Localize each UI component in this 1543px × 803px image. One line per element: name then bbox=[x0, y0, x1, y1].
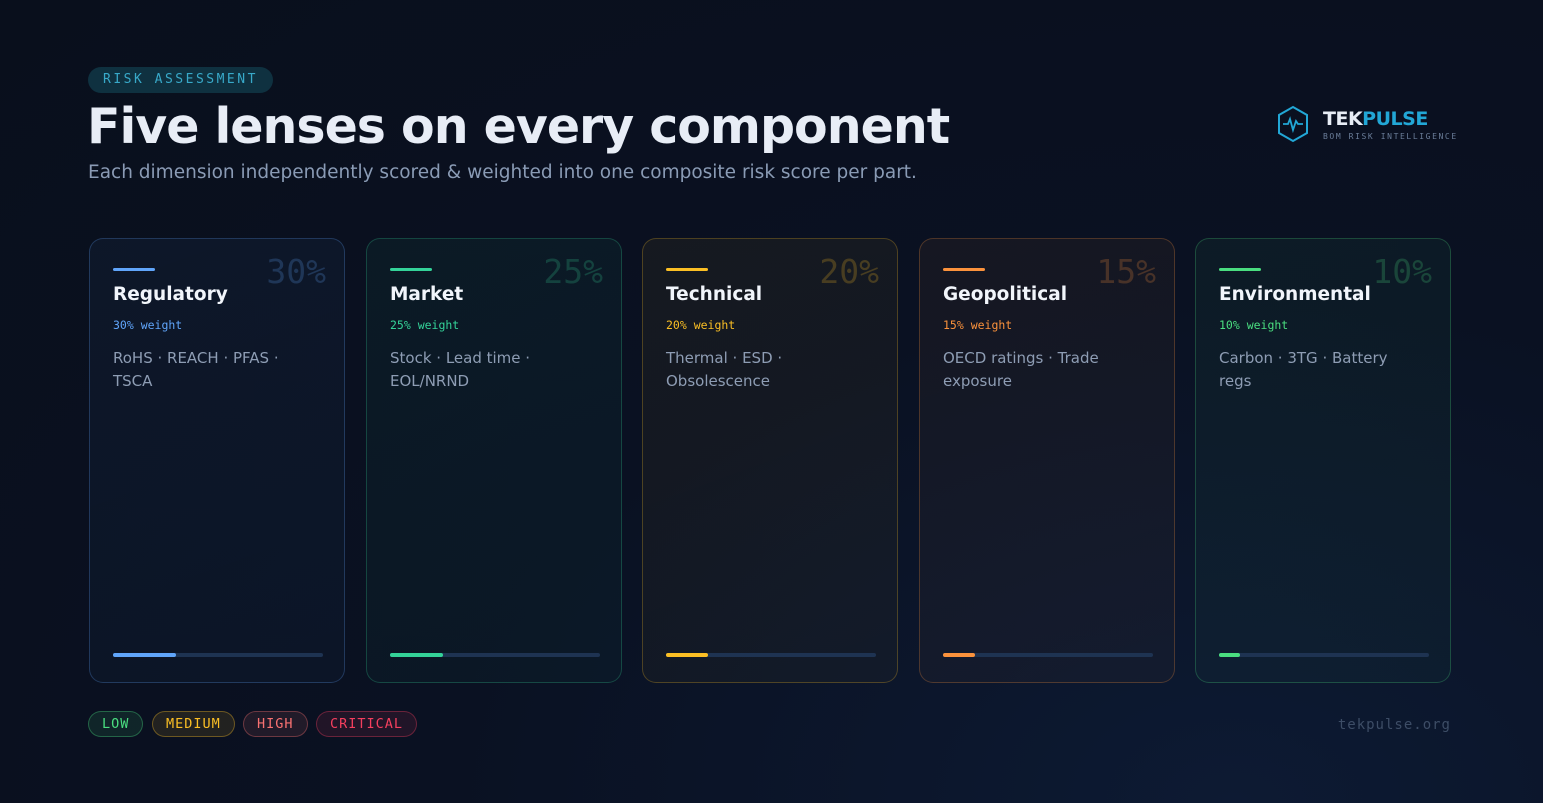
card-title: Market bbox=[390, 284, 464, 305]
subtitle: Each dimension independently scored & we… bbox=[88, 162, 917, 183]
card-weight: 30% bbox=[266, 252, 326, 291]
card: 25% Market 25% weight Stock · Lead time · E… bbox=[366, 238, 622, 683]
legend-pill: CRITICAL bbox=[316, 711, 418, 737]
card-accent bbox=[943, 268, 985, 271]
weight-track bbox=[666, 653, 876, 657]
weight-bar bbox=[666, 653, 708, 657]
legend-pill: MEDIUM bbox=[152, 711, 235, 737]
weight-track bbox=[1219, 653, 1429, 657]
title: Five lenses on every component bbox=[87, 98, 950, 155]
card-weight: 20% bbox=[819, 252, 879, 291]
card-caption: 15% weight bbox=[943, 318, 1013, 332]
weight-bar bbox=[390, 653, 443, 657]
card-caption: 30% weight bbox=[113, 318, 183, 332]
card-accent bbox=[666, 268, 708, 271]
weight-bar bbox=[1219, 653, 1240, 657]
card-accent bbox=[113, 268, 155, 271]
weight-bar bbox=[943, 653, 975, 657]
card: 15% Geopolitical 15% weight OECD ratings · … bbox=[919, 238, 1175, 683]
card: 30% Regulatory 30% weight RoHS · REACH · PF… bbox=[89, 238, 345, 683]
footer-site: tekpulse.org bbox=[1337, 717, 1451, 733]
card-title: Regulatory bbox=[113, 284, 228, 305]
weight-track bbox=[943, 653, 1153, 657]
card-accent bbox=[390, 268, 432, 271]
card-accent bbox=[1219, 268, 1261, 271]
card-caption: 25% weight bbox=[390, 318, 460, 332]
weight-bar bbox=[113, 653, 176, 657]
card-description: RoHS · REACH · PFAS · TSCA bbox=[113, 349, 279, 390]
brand-name: TEK bbox=[1323, 108, 1363, 130]
card-title: Environmental bbox=[1219, 284, 1371, 305]
card-title: Technical bbox=[666, 284, 763, 305]
card: 10% Environmental 10% weight Carbon · 3TG ·… bbox=[1195, 238, 1451, 683]
brand-name: PULSE bbox=[1362, 108, 1428, 130]
card-description: Carbon · 3TG · Battery regs bbox=[1219, 349, 1388, 390]
brand: TEKPULSE BOM RISK INTELLIGENCE bbox=[1276, 105, 1456, 145]
card-caption: 20% weight bbox=[666, 318, 736, 332]
card-description: Stock · Lead time · EOL/NRND bbox=[390, 349, 531, 390]
card-title: Geopolitical bbox=[943, 284, 1068, 305]
weight-track bbox=[390, 653, 600, 657]
legend-pill: LOW bbox=[88, 711, 144, 737]
card-weight: 10% bbox=[1372, 252, 1432, 291]
card: 20% Technical 20% weight Thermal · ESD · Ob… bbox=[642, 238, 898, 683]
weight-track bbox=[113, 653, 323, 657]
card-weight: 25% bbox=[543, 252, 603, 291]
card-description: Thermal · ESD · Obsolescence bbox=[666, 349, 783, 390]
card-description: OECD ratings · Trade exposure bbox=[943, 349, 1099, 390]
card-caption: 10% weight bbox=[1219, 318, 1289, 332]
card-weight: 15% bbox=[1096, 252, 1156, 291]
legend-pill: HIGH bbox=[243, 711, 308, 737]
eyebrow: RISK ASSESSMENT bbox=[88, 67, 273, 93]
brand-icon bbox=[1278, 105, 1308, 143]
brand-tagline: BOM RISK INTELLIGENCE bbox=[1323, 132, 1458, 141]
